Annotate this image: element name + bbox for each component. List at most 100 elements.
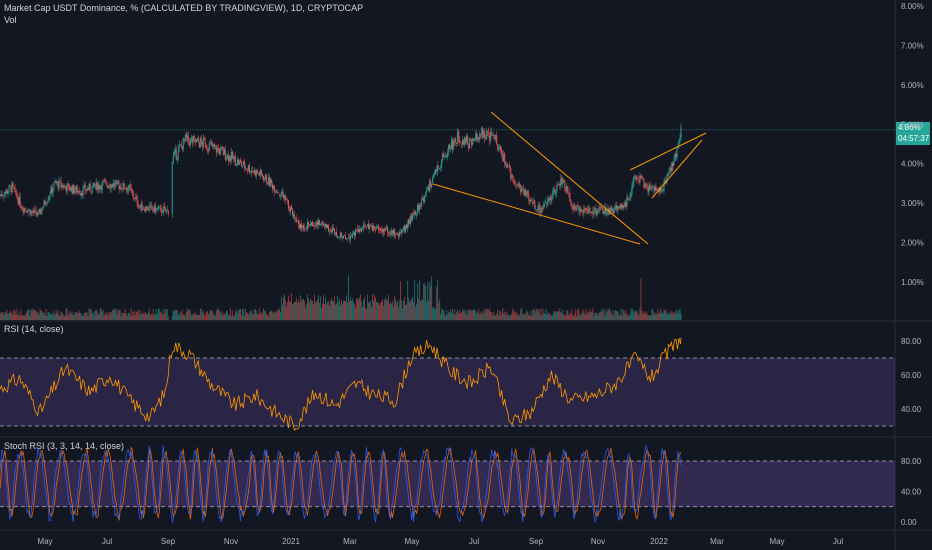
candle-body <box>651 186 653 190</box>
volume-bar <box>542 308 544 320</box>
volume-bar <box>31 310 33 320</box>
candle-body <box>593 210 595 215</box>
candle-body <box>498 148 500 150</box>
candle-body <box>637 178 639 180</box>
volume-bar <box>171 315 173 320</box>
volume-bar <box>179 311 181 320</box>
candle-body <box>619 205 621 209</box>
candle-body <box>669 167 671 171</box>
volume-bar <box>473 309 475 320</box>
candle-body <box>84 184 86 191</box>
volume-bar <box>13 309 15 320</box>
candle-body <box>72 184 74 194</box>
candle-body <box>389 232 391 235</box>
volume-bar <box>358 299 360 320</box>
volume-bar <box>146 314 148 320</box>
volume-bar <box>82 315 84 320</box>
candle-body <box>262 175 264 181</box>
volume-bar <box>283 294 285 320</box>
candle-body <box>242 161 244 165</box>
volume-bar <box>573 315 575 320</box>
candle-body <box>675 154 677 157</box>
volume-bar <box>97 314 99 320</box>
candle-body <box>330 230 332 233</box>
volume-bar <box>342 304 344 320</box>
volume-bar <box>543 313 545 320</box>
volume-bar <box>344 300 346 320</box>
volume-bar <box>346 295 348 320</box>
candle-body <box>405 225 407 232</box>
candle-body <box>545 201 547 203</box>
volume-bar <box>497 309 499 320</box>
volume-bar <box>300 299 302 320</box>
candle-body <box>327 225 329 232</box>
candle-body <box>253 169 255 173</box>
volume-bar <box>436 286 438 320</box>
candle-body <box>303 227 305 229</box>
volume-bar <box>352 298 354 320</box>
volume-bar <box>425 286 427 320</box>
candle-body <box>348 237 350 239</box>
candle-body <box>176 156 178 161</box>
volume-bar <box>624 313 626 320</box>
candle-body <box>654 187 656 192</box>
volume-bar <box>165 309 167 320</box>
volume-bar <box>408 297 410 320</box>
volume-bar <box>509 315 511 320</box>
candle-body <box>209 142 211 143</box>
volume-bar <box>118 309 120 320</box>
volume-bar <box>66 308 68 320</box>
volume-bar <box>219 311 221 320</box>
volume-bar <box>75 312 77 320</box>
volume-bar <box>203 315 205 320</box>
volume-bar <box>224 313 226 320</box>
volume-bar <box>102 310 104 320</box>
volume-bar <box>646 312 648 320</box>
candle-body <box>322 223 324 226</box>
candle-body <box>494 134 496 140</box>
time-tick-label: May <box>37 537 52 546</box>
volume-bar <box>630 308 632 320</box>
candle-body <box>323 225 325 227</box>
volume-bar <box>185 311 187 320</box>
price-tick-label: 1.00% <box>901 278 924 287</box>
candle-body <box>642 177 644 179</box>
price-candles <box>0 123 682 244</box>
volume-bar <box>464 309 466 320</box>
candle-body <box>318 220 320 226</box>
volume-bar <box>199 308 201 320</box>
candle-body <box>397 232 399 234</box>
candle-body <box>166 209 168 211</box>
candle-body <box>54 181 56 182</box>
candle-body <box>275 191 277 193</box>
volume-bar <box>392 301 394 320</box>
volume-bar <box>527 312 529 320</box>
candle-body <box>346 238 348 240</box>
candle-body <box>499 146 501 149</box>
candle-body <box>469 139 471 149</box>
candle-body <box>484 130 486 139</box>
volume-bar <box>608 309 610 320</box>
candle-body <box>171 161 173 214</box>
candle-body <box>71 187 73 193</box>
volume-bar <box>335 303 337 320</box>
volume-bar <box>677 314 679 320</box>
candle-body <box>574 204 576 209</box>
candle-body <box>1 193 3 196</box>
volume-bar <box>166 308 168 320</box>
candle-body <box>99 186 101 190</box>
volume-bar <box>201 312 203 320</box>
volume-bar <box>442 309 444 320</box>
candle-body <box>500 146 502 152</box>
volume-bar <box>656 314 658 320</box>
candle-body <box>408 219 410 226</box>
volume-bar <box>667 312 669 320</box>
candle-body <box>26 211 28 213</box>
candle-body <box>519 184 521 188</box>
volume-bar <box>49 313 51 320</box>
volume-bar <box>383 305 385 320</box>
candle-body <box>535 208 537 209</box>
candle-body <box>294 219 296 220</box>
volume-bar <box>327 300 329 320</box>
